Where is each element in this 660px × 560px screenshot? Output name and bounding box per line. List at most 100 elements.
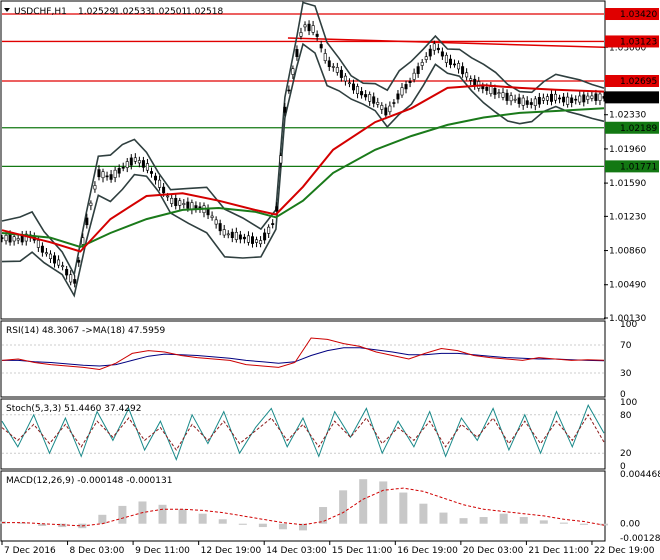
candle-body [36, 240, 40, 248]
candle-body [145, 163, 149, 171]
candle-body [424, 56, 428, 60]
rsi-pane-frame [0, 320, 606, 398]
x-tick-label: 8 Dec 03:00 [70, 546, 125, 556]
macd-histogram-bar [98, 514, 107, 524]
macd-histogram-bar [278, 523, 287, 530]
macd-histogram-bar [519, 517, 528, 524]
macd-histogram-bar [18, 522, 27, 524]
macd-histogram-bar [319, 507, 328, 524]
candle-body [578, 95, 582, 103]
candle-body [489, 86, 493, 95]
candle-body [113, 169, 117, 178]
macd-histogram-bar [58, 523, 67, 528]
candle-body [352, 83, 356, 91]
current-price-badge [605, 91, 659, 104]
ohlc-high: 1.02533 [114, 7, 151, 17]
candle-body [40, 245, 44, 253]
macd-histogram-bar [218, 519, 227, 524]
candle-body [465, 72, 469, 78]
candle-body [521, 97, 525, 106]
macd-tick-label: 0.004468 [620, 470, 660, 480]
candle-body [0, 237, 4, 239]
rsi-tick-label: 30 [620, 369, 632, 379]
candle-body [420, 62, 424, 66]
candle-body [339, 69, 343, 78]
candle-body [331, 66, 335, 68]
ohlc-close: 1.02518 [186, 7, 223, 17]
candle-body [360, 91, 364, 96]
macd-histogram-bar [158, 504, 167, 524]
x-tick-label: 21 Dec 11:00 [528, 546, 589, 556]
candle-body [400, 87, 404, 96]
candle-body [473, 78, 477, 87]
macd-title: MACD(12,26,9) -0.000148 -0.000131 [6, 476, 172, 486]
rsi-tick-label: 0 [620, 390, 626, 400]
candle-body [327, 60, 331, 68]
candle-body [347, 82, 351, 85]
candle-body [117, 168, 121, 174]
stoch-tick-label: 80 [620, 411, 632, 421]
rsi-signal-line [2, 347, 605, 367]
stoch-signal-line [1, 413, 605, 451]
bollinger-upper [1, 1, 605, 277]
candle-body [303, 24, 307, 28]
candle-body [93, 185, 97, 190]
candle-body [105, 175, 109, 178]
candle-body [222, 229, 226, 236]
candle-body [210, 215, 214, 218]
axis-labels: 1.03060 1.02330 1.01960 1.01590 1.01230 1.008… [1, 8, 660, 556]
bollinger-lower [1, 42, 605, 298]
macd-histogram-bar [299, 523, 307, 531]
price-tick-label: 1.03060 [609, 43, 646, 53]
candle-body [226, 233, 230, 236]
price-tick-label: 1.00130 [609, 314, 646, 324]
candle-body [125, 161, 129, 168]
x-tick-label: 15 Dec 11:00 [332, 546, 393, 556]
candle-body [299, 32, 303, 37]
candle-body [311, 25, 315, 33]
price-tick-label: 1.00860 [609, 247, 646, 257]
candle-body [356, 86, 360, 94]
candle-body [598, 93, 602, 101]
macd-histogram-bar [459, 518, 468, 524]
candle-body [404, 84, 408, 90]
candle-body [533, 98, 537, 106]
price-level-label: 1.02695 [620, 77, 657, 87]
candle-body [493, 87, 497, 95]
candle-body [602, 96, 606, 99]
candle-body [368, 94, 372, 102]
stoch-title: Stoch(5,3,3) 51.4460 37.4292 [6, 404, 141, 414]
candle-body [545, 96, 549, 101]
candle-body [129, 157, 133, 166]
candle-body [448, 58, 452, 65]
candle-body [428, 48, 432, 57]
price-tick-label: 1.01590 [609, 179, 646, 189]
candle-body [323, 53, 327, 61]
candle-body [166, 195, 170, 198]
candle-body [275, 206, 279, 212]
candle-body [517, 97, 521, 104]
candle-body [416, 66, 420, 74]
candle-body [291, 68, 295, 75]
candle-body [162, 186, 166, 194]
price-level-label: 1.03123 [620, 37, 657, 47]
ohlc-open: 1.02529 [78, 7, 115, 17]
candle-body [529, 102, 533, 105]
candle-body [594, 93, 598, 101]
x-tick-label: 12 Dec 19:00 [201, 546, 262, 556]
candle-body [214, 219, 218, 225]
macd-histogram-bar [399, 492, 408, 524]
candle-body [525, 100, 529, 105]
collapse-arrow-icon[interactable] [4, 8, 10, 12]
candle-body [182, 203, 186, 205]
macd-histogram-bar [258, 523, 267, 528]
macd-histogram-bar [238, 523, 247, 525]
candle-body [497, 92, 501, 95]
stoch-pane-frame [0, 398, 606, 470]
candle-body [376, 102, 380, 105]
macd-histogram-bar [198, 513, 207, 524]
price-level-badge [605, 8, 659, 21]
candle-body [44, 252, 48, 255]
candle-body [432, 43, 436, 51]
candle-body [89, 202, 93, 206]
